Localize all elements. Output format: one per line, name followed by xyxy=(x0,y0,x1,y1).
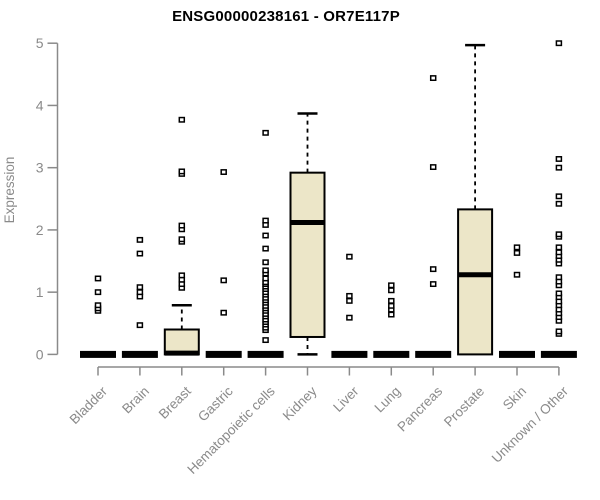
outlier-point xyxy=(136,236,144,243)
outlier-point xyxy=(555,274,563,281)
x-category-label: Lung xyxy=(372,384,404,416)
y-tick-label: 4 xyxy=(36,97,44,113)
outlier-point xyxy=(555,193,563,200)
outlier-point xyxy=(178,222,186,229)
x-category-label: Bladder xyxy=(67,383,111,427)
collapsed-box xyxy=(205,350,242,358)
outlier-point xyxy=(94,275,102,282)
outlier-point xyxy=(262,275,269,282)
collapsed-box xyxy=(331,350,368,358)
x-category-label: Gastric xyxy=(195,383,236,424)
outlier-point xyxy=(388,297,395,304)
outlier-point xyxy=(262,217,269,224)
outlier-point xyxy=(555,200,563,207)
outlier-point xyxy=(262,129,269,136)
outlier-point xyxy=(346,314,353,321)
y-tick-label: 0 xyxy=(36,346,44,362)
outlier-point xyxy=(429,266,437,273)
outlier-point xyxy=(388,302,395,309)
y-axis-label: Expression xyxy=(2,157,17,224)
outlier-point xyxy=(513,249,521,256)
outlier-point xyxy=(388,311,395,318)
collapsed-box xyxy=(121,350,158,358)
outlier-point xyxy=(429,281,437,288)
outlier-point xyxy=(136,284,144,291)
x-category-label: Unknown / Other xyxy=(489,383,572,466)
collapsed-box xyxy=(499,350,535,358)
outlier-point xyxy=(94,289,102,296)
x-category-label: Liver xyxy=(330,383,362,415)
outlier-point xyxy=(555,40,563,47)
x-category-label: Skin xyxy=(500,384,529,413)
collapsed-box xyxy=(80,350,116,358)
outlier-point xyxy=(429,75,437,82)
outlier-point xyxy=(388,287,395,294)
x-category-label: Prostate xyxy=(441,384,487,430)
outlier-point xyxy=(388,282,395,289)
outlier-point xyxy=(555,290,563,297)
outlier-point xyxy=(555,156,563,162)
outlier-point xyxy=(346,253,353,260)
outlier-point xyxy=(555,244,563,251)
y-tick-label: 3 xyxy=(36,160,44,176)
y-tick-label: 1 xyxy=(36,284,44,300)
outlier-point xyxy=(262,232,269,239)
x-category-label: Pancreas xyxy=(394,383,445,434)
chart-title: ENSG00000238161 - OR7E117P xyxy=(172,8,400,25)
collapsed-box xyxy=(540,350,577,358)
y-tick-label: 2 xyxy=(36,222,44,238)
y-tick-label: 5 xyxy=(36,35,44,51)
outlier-point xyxy=(136,250,144,257)
outlier-point xyxy=(262,267,269,274)
outlier-point xyxy=(346,292,353,299)
outlier-point xyxy=(429,164,437,171)
box xyxy=(289,171,326,338)
collapsed-box xyxy=(373,350,410,358)
outlier-point xyxy=(178,272,186,279)
outlier-point xyxy=(262,245,269,252)
outlier-point xyxy=(178,236,186,243)
outlier-point xyxy=(220,169,227,175)
outlier-point xyxy=(220,277,227,284)
outlier-point xyxy=(555,249,563,256)
box-layer xyxy=(80,40,577,358)
outlier-point xyxy=(136,322,144,329)
outlier-point xyxy=(262,337,269,344)
outlier-point xyxy=(262,259,269,266)
x-category-label: Kidney xyxy=(280,383,320,423)
x-category-label: Brain xyxy=(119,384,152,417)
x-category-label: Breast xyxy=(156,383,194,421)
outlier-point xyxy=(136,289,144,296)
collapsed-box xyxy=(247,350,284,358)
outlier-point xyxy=(513,244,521,251)
outlier-point xyxy=(555,328,563,335)
outlier-point xyxy=(94,302,102,309)
outlier-point xyxy=(178,168,186,175)
outlier-point xyxy=(513,271,521,278)
outlier-point xyxy=(346,297,353,304)
box xyxy=(457,208,494,356)
outlier-point xyxy=(220,309,227,316)
outlier-point xyxy=(178,116,186,123)
collapsed-box xyxy=(415,350,452,358)
outlier-point xyxy=(555,164,563,171)
outlier-point xyxy=(555,231,563,238)
